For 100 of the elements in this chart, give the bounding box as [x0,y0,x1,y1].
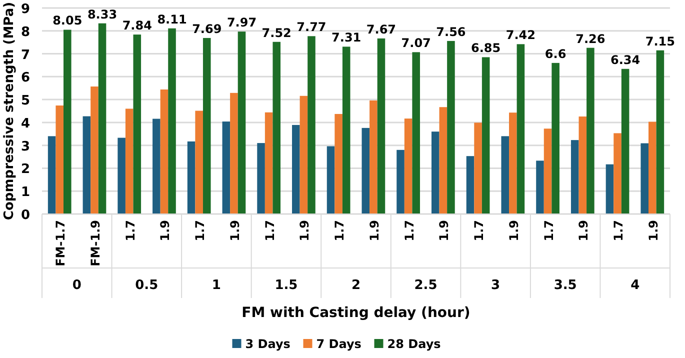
bar [362,128,370,214]
data-label: 7.52 [262,26,292,40]
text: 1.5 [274,278,298,293]
bar [168,28,176,214]
bar [482,57,490,214]
bar [272,42,281,214]
data-label: 6.85 [471,41,501,56]
bar [552,62,560,214]
data-label: 7.15 [645,34,675,48]
bar [202,38,211,214]
y-tick-label: 5 [20,94,30,109]
y-tick-label: 7 [20,48,30,63]
bar [292,124,300,214]
text: 2 [351,278,361,293]
bar [396,150,404,214]
bar [264,112,273,214]
y-tick-label: 4 [20,116,30,132]
text: 3 [491,278,500,293]
data-label: 7.67 [366,22,396,36]
bar [82,116,91,214]
bar [56,106,64,214]
text: 1 [212,278,221,293]
x-tick-label: FM-1.7 [54,220,68,266]
data-label: 8.33 [87,7,118,22]
y-tick-label: 9 [20,2,30,17]
data-label: 7.97 [226,16,257,30]
x-tick-label: FM-1.9 [88,220,102,266]
x-tick-label: 1.7 [612,220,626,242]
data-label: 8.11 [157,12,187,26]
bar [404,118,412,214]
bar [474,122,482,214]
bar [125,108,134,214]
data-label: 7.69 [192,22,222,36]
x-tick-label: 1.7 [123,220,138,242]
bar [187,141,196,214]
text: 0 [72,278,82,293]
x-tick-label: 1.9 [576,220,591,242]
y-tick-label: 6 [20,70,30,86]
bar [466,156,474,214]
bar [118,138,126,214]
x-tick-label: 1.9 [298,220,312,242]
legend-label: 7 Days [316,337,362,351]
bar [195,110,203,214]
y-axis-title: Copmpressive strength (MPa) [2,2,17,220]
bar [230,92,238,214]
bar [570,140,579,214]
bar [326,146,335,214]
bar [431,132,440,214]
x-tick-label: 1.9 [228,220,242,242]
y-tick-label: 3 [20,139,30,154]
data-label: 7.84 [122,18,152,33]
x-tick-label: 1.9 [437,220,452,242]
text: 0.5 [135,278,158,293]
bar [648,122,656,214]
x-axis-title: FM with Casting delay (hour) [242,305,470,321]
bar [133,34,142,214]
bar [90,86,98,214]
bar [621,68,630,214]
legend-label: 28 Days [387,337,441,351]
bar [586,48,594,214]
data-label: 8.05 [52,14,82,28]
bar [544,128,552,214]
x-tick-label: 1.7 [193,220,208,242]
bar [439,107,448,214]
x-tick-label: 1.9 [646,220,660,242]
data-label: 7.26 [576,32,606,46]
bar [257,143,265,214]
bar [152,118,160,214]
data-label: 7.56 [436,24,466,39]
bar [160,89,168,214]
bar [516,44,525,214]
bar [48,136,56,214]
bar [640,143,648,214]
data-label: 7.42 [506,28,536,42]
bar [64,30,72,214]
data-label: 7.07 [401,36,431,50]
bar [614,133,622,214]
x-tick-label: 1.7 [332,220,347,242]
bar [536,160,544,214]
data-label: 6.34 [610,52,640,67]
x-tick-label: 1.9 [158,220,172,242]
bar [656,50,664,214]
bar [334,114,342,214]
bar [377,38,386,214]
text: 3.5 [554,278,577,293]
bar [370,100,378,214]
bar [342,46,350,214]
bar [578,116,587,214]
y-tick-label: 1 [20,185,30,200]
data-label: 6.6 [544,46,566,61]
bar [501,136,510,214]
legend-label: 3 Days [245,337,290,351]
data-label: 7.77 [296,20,326,34]
x-tick-label: 1.7 [262,220,277,242]
bar [606,164,614,214]
y-tick-label: 8 [20,24,30,40]
text: 2.5 [414,278,438,293]
text: 4 [630,278,640,293]
x-tick-label: 1.9 [367,220,382,242]
bar [238,32,246,214]
